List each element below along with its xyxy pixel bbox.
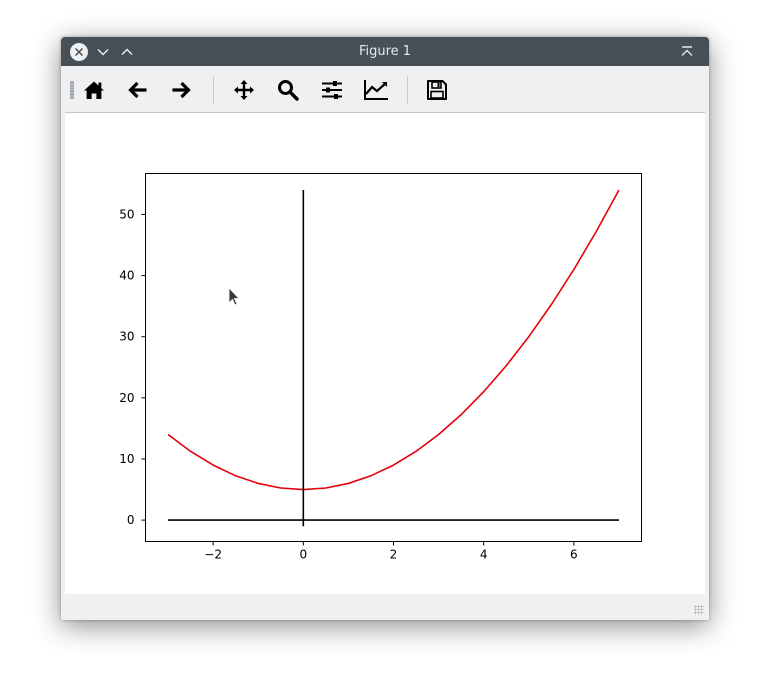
minimize-button[interactable]	[94, 37, 112, 66]
close-button[interactable]	[69, 37, 89, 66]
maximize-button[interactable]	[118, 37, 136, 66]
y-tick-label: 20	[119, 391, 134, 405]
save-button[interactable]	[422, 75, 452, 105]
pan-button[interactable]	[229, 75, 259, 105]
home-icon	[84, 81, 104, 99]
series-line-0	[167, 189, 620, 491]
keep-above-button[interactable]	[679, 37, 695, 66]
x-tick-label: 6	[570, 548, 578, 562]
close-icon	[70, 42, 88, 61]
y-tick-label: 10	[119, 452, 134, 466]
x-tick-label: 4	[480, 548, 488, 562]
zoom-icon	[278, 80, 299, 101]
save-icon	[427, 80, 447, 100]
zoom-button[interactable]	[273, 75, 303, 105]
x-tick-label: 2	[390, 548, 398, 562]
forward-button[interactable]	[166, 75, 196, 105]
back-arrow-icon	[128, 81, 147, 99]
chevron-down-icon	[97, 48, 109, 56]
resize-grip[interactable]	[694, 605, 704, 615]
title-bar[interactable]: Figure 1	[61, 37, 709, 66]
customize-button[interactable]	[361, 75, 391, 105]
customize-icon	[364, 80, 388, 100]
back-button[interactable]	[123, 75, 153, 105]
pan-icon	[234, 80, 254, 100]
toolbar-separator	[407, 76, 408, 104]
navigation-toolbar	[61, 66, 709, 112]
plot-area: −2 0 2 4 6 0 10 20 30 40 50	[119, 173, 642, 562]
axes-frame	[145, 173, 642, 542]
figure-canvas[interactable]: −2 0 2 4 6 0 10 20 30 40 50	[65, 112, 705, 595]
forward-arrow-icon	[172, 81, 191, 99]
toolbar-separator	[213, 76, 214, 104]
mouse-cursor	[228, 287, 240, 306]
subplots-icon	[322, 81, 342, 99]
y-tick-label: 40	[119, 269, 134, 283]
subplots-button[interactable]	[317, 75, 347, 105]
x-tick-label: 0	[299, 548, 307, 562]
window-title: Figure 1	[358, 44, 412, 59]
toolbar-grip[interactable]	[70, 81, 74, 99]
figure-window: Figure 1	[61, 37, 709, 620]
home-button[interactable]	[79, 75, 109, 105]
y-tick-label: 50	[119, 207, 134, 221]
x-tick-label: −2	[204, 548, 222, 562]
y-tick-label: 30	[119, 330, 134, 344]
status-bar	[61, 594, 709, 620]
y-tick-label: 0	[127, 513, 135, 527]
keep-above-icon	[681, 46, 693, 56]
chevron-up-icon	[121, 47, 133, 55]
